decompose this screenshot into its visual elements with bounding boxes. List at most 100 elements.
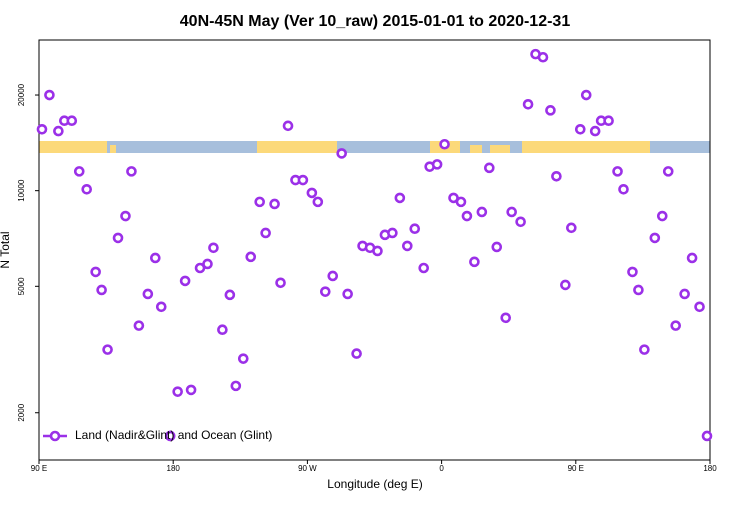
data-point [194,262,206,274]
data-point [686,252,698,264]
data-point [439,138,450,150]
legend-marker [49,430,61,442]
data-point [312,196,324,208]
data-point [522,98,534,110]
data-point [627,266,638,278]
data-point [202,258,213,270]
data-point [185,384,197,396]
data-point [90,266,101,278]
y-tick-label: 5000 [17,277,26,295]
x-tick-label: 90 E [568,464,584,473]
land-band [522,141,650,153]
data-point [81,183,93,195]
data-point [394,192,406,204]
data-point [150,252,161,264]
data-point [701,430,713,442]
data-point [580,89,592,101]
data-point [418,262,430,274]
data-point [455,196,467,208]
data-point [245,251,257,263]
data-point [96,284,107,296]
data-point [409,223,421,235]
x-tick-label: 180 [167,464,181,473]
data-point [351,348,362,359]
data-point [670,320,682,331]
data-point [551,170,562,182]
data-point [269,198,280,210]
legend-label: Land (Nadir&Glint) and Ocean (Glint) [75,428,272,442]
data-point [387,227,398,239]
data-point [112,232,124,244]
data-point [500,312,512,324]
data-point [53,125,64,137]
data-point [164,430,176,442]
data-point [656,210,668,222]
data-point [633,284,644,296]
data-point [282,120,294,132]
x-axis-label: Longitude (deg E) [327,477,422,491]
data-point [297,174,309,186]
data-point [179,275,191,287]
data-point [260,227,271,239]
data-point [224,289,236,301]
data-point [491,241,503,253]
y-tick-label: 2000 [17,403,26,421]
data-point [217,324,228,336]
y-tick-label: 10000 [17,179,26,202]
data-point [662,166,674,177]
data-point [469,256,480,268]
data-point [102,344,113,355]
data-point [515,216,526,228]
data-point [142,288,154,300]
chart-title: 40N-45N May (Ver 10_raw) 2015-01-01 to 2… [180,13,571,30]
data-point [230,380,242,392]
data-point [73,166,85,177]
data-point [306,187,318,199]
data-point [44,89,55,101]
data-point [545,105,556,116]
data-point [461,210,473,222]
data-point [336,148,347,159]
data-point [402,240,413,252]
land-ocean-strip [39,141,710,153]
data-point [208,242,219,254]
data-point [476,206,488,218]
data-point [679,288,690,300]
x-tick-label: 90 W [298,464,317,473]
x-tick-label: 180 [703,464,717,473]
land-band [39,141,107,153]
data-point [133,320,145,331]
data-point [560,279,571,291]
data-point [126,166,137,177]
data-point [537,51,549,63]
data-point [66,115,78,127]
data-point [319,286,331,297]
data-point [237,353,249,364]
land-band [490,145,510,153]
land-band [257,141,337,153]
land-band [110,145,116,153]
y-axis-label: N Total [0,231,12,268]
data-point [484,162,495,174]
data-point [603,115,614,127]
data-point [372,245,383,257]
plot-frame [38,39,711,461]
data-point [589,125,601,137]
data-point [431,159,443,170]
data-point [342,288,353,300]
data-point [172,386,183,397]
land-band [470,145,482,153]
data-point [694,301,705,313]
data-point [506,206,517,218]
data-point [649,232,661,244]
data-point [574,124,586,135]
data-point [155,301,167,313]
data-point [566,222,577,234]
data-point [327,270,339,282]
y-tick-label: 20000 [17,83,26,106]
data-point [254,196,265,208]
data-point [120,210,131,222]
data-point [618,183,629,195]
